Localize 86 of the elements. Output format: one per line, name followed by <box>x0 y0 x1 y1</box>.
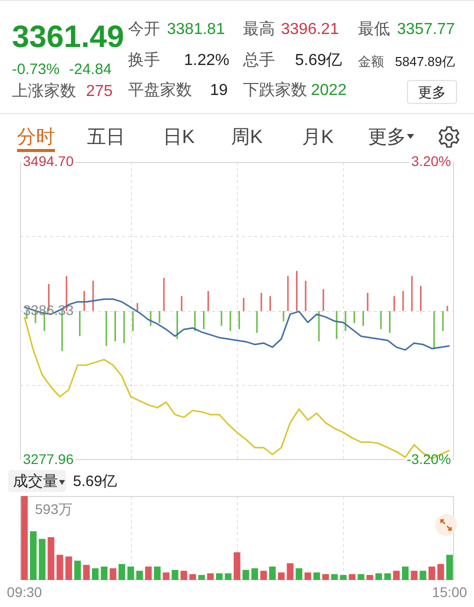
bar <box>110 568 116 580</box>
bar <box>304 572 312 580</box>
text: 5.69亿 <box>295 52 342 69</box>
text: 总手 <box>243 52 275 69</box>
text: 更多 <box>407 80 457 104</box>
text: 最高 <box>243 21 275 38</box>
bar <box>251 568 258 580</box>
text: 275 <box>86 83 113 100</box>
bar <box>296 568 302 580</box>
bar <box>38 538 46 580</box>
bar <box>74 560 81 580</box>
text: 平盘家数 <box>128 82 192 99</box>
bar <box>366 574 374 580</box>
text: 最低 <box>358 21 390 38</box>
bar <box>65 556 72 580</box>
bar <box>136 570 143 580</box>
bar <box>56 554 64 580</box>
bar <box>393 570 400 580</box>
text: 19 <box>210 82 228 99</box>
y-tick-label: 3494.70 <box>23 152 74 169</box>
bar <box>322 574 329 580</box>
bar <box>92 568 99 580</box>
bar <box>224 573 232 580</box>
bar <box>331 574 338 580</box>
text: 1.22% <box>184 52 230 69</box>
text: 3381.81 <box>167 21 225 38</box>
bar <box>48 537 54 580</box>
text: 周K <box>231 127 263 148</box>
bar <box>21 496 28 580</box>
text: 3361.49 <box>12 19 124 54</box>
y2-tick-label: 3.20% <box>411 152 451 169</box>
bar <box>348 574 356 580</box>
text: 日K <box>163 127 195 148</box>
text: 上涨家数 <box>12 83 76 100</box>
y-tick-label: 3277.96 <box>23 450 74 467</box>
text: 3396.21 <box>281 21 339 38</box>
bar <box>260 570 267 580</box>
x-tick-label: 15:00 <box>432 584 468 600</box>
bar <box>420 570 426 580</box>
text: 分时 <box>17 127 55 148</box>
bar <box>207 573 214 580</box>
bar <box>340 574 347 580</box>
bar <box>172 570 178 580</box>
bar <box>127 566 134 580</box>
bar <box>410 570 418 580</box>
bar <box>162 572 170 580</box>
bar <box>30 531 37 580</box>
x-tick-label: 09:30 <box>6 584 42 600</box>
bar <box>83 564 90 580</box>
bar <box>100 566 108 580</box>
text: 3357.77 <box>397 21 455 38</box>
text: -0.73% <box>12 61 60 78</box>
bar <box>234 552 240 580</box>
y2-tick-label: -3.20% <box>406 450 451 467</box>
bar <box>180 570 188 580</box>
bar <box>313 572 320 580</box>
text: 下跌家数 <box>243 82 307 99</box>
bar <box>446 554 453 580</box>
bar <box>278 572 285 580</box>
bar <box>242 570 250 580</box>
text: 今开 <box>128 21 160 38</box>
text: 5847.89亿 <box>395 54 455 69</box>
text: 月K <box>302 127 334 148</box>
bar <box>402 566 409 580</box>
bar <box>269 566 276 580</box>
chart-subtitle: 5.69亿 <box>73 473 118 490</box>
bar <box>118 564 126 580</box>
bar <box>154 566 161 580</box>
text: 金额 <box>358 54 384 69</box>
text: -24.84 <box>69 61 112 78</box>
text: 2022 <box>311 82 347 99</box>
bar <box>428 566 436 580</box>
bar <box>145 566 152 580</box>
bar <box>375 573 382 580</box>
text: 换手 <box>128 52 160 69</box>
bar <box>437 564 444 580</box>
bar <box>286 563 294 580</box>
bar <box>384 573 391 580</box>
bar <box>216 573 223 580</box>
bar <box>198 574 205 580</box>
bar <box>189 574 196 580</box>
text: 五日 <box>87 127 125 148</box>
bar <box>358 574 364 580</box>
text: 更多 <box>368 127 406 148</box>
chart-title: 成交量 <box>13 473 58 490</box>
annotation: 593万 <box>35 500 72 517</box>
